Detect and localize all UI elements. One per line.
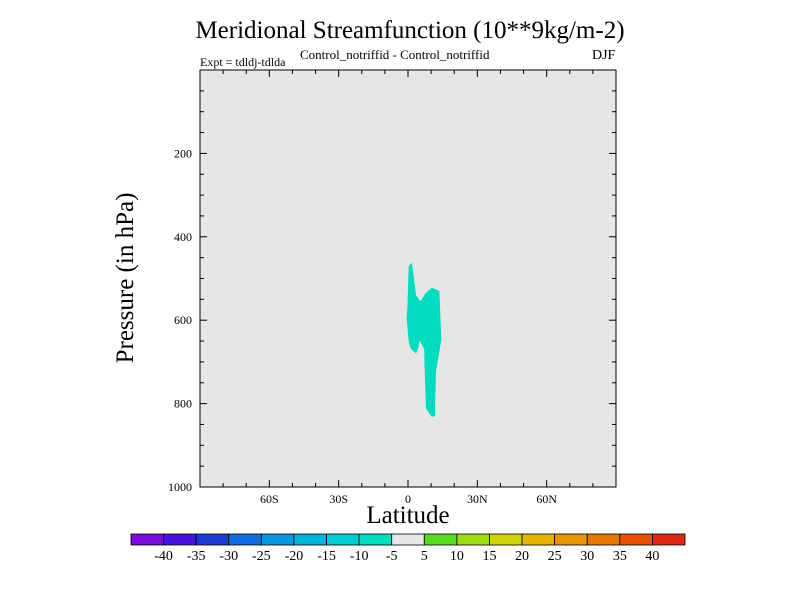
colorbar-label: -40	[154, 549, 173, 564]
colorbar-label: 40	[645, 549, 659, 564]
colorbar-swatch	[586, 533, 621, 546]
x-tick-label: 60S	[260, 492, 279, 506]
colorbar-label: 5	[421, 549, 428, 564]
colorbar-label: -35	[187, 549, 206, 564]
colorbar-swatch	[358, 533, 393, 546]
colorbar-swatch	[521, 533, 556, 546]
streamfunction-negative-region	[406, 262, 442, 417]
colorbar-label: 20	[515, 549, 529, 564]
x-axis-label: Latitude	[366, 502, 450, 529]
colorbar-swatch	[554, 533, 588, 546]
colorbar-swatch	[195, 533, 230, 546]
colorbar-swatch	[326, 533, 360, 546]
colorbar-swatch	[293, 533, 327, 546]
colorbar-label: 15	[482, 549, 496, 564]
colorbar-label: -10	[350, 549, 369, 564]
colorbar-label: -15	[317, 549, 336, 564]
colorbar-label: -30	[219, 549, 238, 564]
colorbar-label: -25	[252, 549, 271, 564]
chart-title: Meridional Streamfunction (10**9kg/m-2)	[195, 17, 625, 44]
colorbar-label: 35	[613, 549, 627, 564]
plot-background	[200, 70, 616, 487]
colorbar-swatch	[130, 533, 164, 546]
experiment-label: Expt = tdldj-tdlda	[200, 55, 286, 69]
colorbar-swatch	[163, 533, 197, 546]
colorbar-swatch	[260, 533, 295, 546]
colorbar-label: 30	[580, 549, 594, 564]
colorbar-label: 10	[450, 549, 464, 564]
x-tick-label: 30N	[467, 492, 488, 506]
colorbar-swatch	[391, 533, 425, 546]
x-tick-label: 30S	[329, 492, 348, 506]
x-tick-label: 60N	[536, 492, 557, 506]
x-tick-label: 0	[405, 492, 411, 506]
chart-subtitle: Control_notriffid - Control_notriffid	[300, 47, 490, 62]
colorbar-label: -20	[285, 549, 304, 564]
colorbar-swatch	[652, 533, 686, 546]
colorbar-swatch	[619, 533, 653, 546]
colorbar-swatch	[489, 533, 523, 546]
colorbar-swatch	[423, 533, 458, 546]
season-label: DJF	[592, 48, 616, 63]
y-tick-label: 600	[174, 313, 192, 327]
colorbar-label: 25	[548, 549, 562, 564]
y-tick-label: 200	[174, 146, 192, 160]
y-tick-label: 800	[174, 397, 192, 411]
colorbar-swatch	[456, 533, 490, 546]
y-tick-label: 400	[174, 230, 192, 244]
y-tick-label: 1000	[168, 480, 192, 494]
colorbar-label: -5	[386, 549, 398, 564]
colorbar-swatch	[228, 533, 262, 546]
